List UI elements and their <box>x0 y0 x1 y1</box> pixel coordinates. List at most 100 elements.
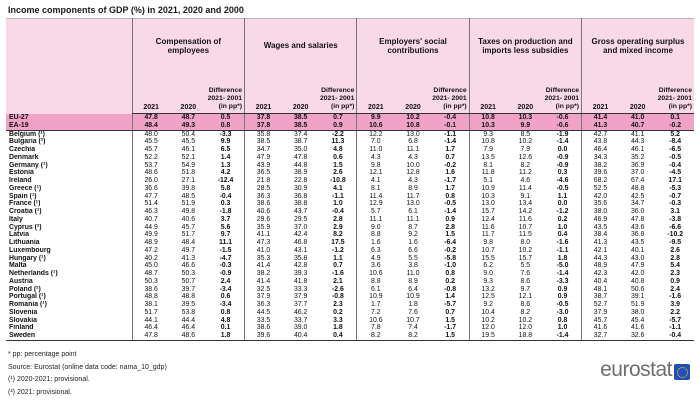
value-cell: 0.8 <box>445 270 455 277</box>
value-cell: 41.3 <box>581 121 619 131</box>
value-cell: 37.0 <box>630 169 645 177</box>
value-cell: -5.7 <box>669 316 682 324</box>
value-cell: 41.1 <box>244 231 282 239</box>
value-cell: -1.2 <box>556 208 569 215</box>
value-cell: 11.0 <box>406 270 420 277</box>
value-cell: 45.7 <box>581 316 619 325</box>
row-label: Poland (²) <box>9 285 41 293</box>
eurostat-logo-text: eurostat <box>600 358 672 381</box>
row-label: Greece (¹) <box>9 184 42 192</box>
value-cell: 4.8 <box>333 146 343 153</box>
value-cell: 10.3 <box>506 113 545 122</box>
value-cell: -0.9 <box>556 161 569 169</box>
value-cell: 0.6 <box>333 153 343 161</box>
value-cell: 9.2 <box>468 301 507 309</box>
value-cell: 15.5 <box>468 254 507 263</box>
value-cell: 0.8 <box>220 308 231 316</box>
value-cell: -1.4 <box>556 138 569 146</box>
value-cell: 68.2 <box>581 177 619 185</box>
value-cell: 37.8 <box>244 113 282 122</box>
value-cell: 4.6 <box>520 177 531 184</box>
value-cell: 1.5 <box>445 316 455 324</box>
value-cell: 2.3 <box>670 270 680 277</box>
value-cell: 46.6 <box>181 262 196 270</box>
value-cell: 36.8 <box>630 231 645 239</box>
value-cell: -1.7 <box>444 324 457 332</box>
value-cell: -0.9 <box>219 270 232 277</box>
value-cell: -0.5 <box>556 184 569 192</box>
value-cell: 38.6 <box>131 285 170 294</box>
value-cell: 2.3 <box>333 301 343 308</box>
table-row: Czechia 45.7 46.1 6.5 34.7 35.0 4.8 11.0 11.1 1.7… <box>6 146 694 154</box>
value-cell: 46.4 <box>581 146 619 154</box>
row-label: Romania (¹) <box>9 301 47 308</box>
value-cell: 51.4 <box>131 200 170 208</box>
value-cell: 35.8 <box>244 130 282 139</box>
value-cell: 42.7 <box>581 130 619 139</box>
value-cell: -5.3 <box>669 184 682 192</box>
value-cell: 40.7 <box>618 121 657 131</box>
value-cell: 4.3 <box>408 177 418 184</box>
value-cell: 12.1 <box>518 293 533 301</box>
value-cell: 9.8 <box>468 239 507 247</box>
value-cell: 15.7 <box>468 208 507 216</box>
value-cell: 44.3 <box>581 254 619 263</box>
value-cell: 38.5 <box>281 121 320 131</box>
value-cell: 52.5 <box>581 184 619 193</box>
value-cell: 4.3 <box>408 153 418 161</box>
row-label: Czechia <box>9 146 36 153</box>
table-row: EU-27 47.8 48.7 0.5 37.8 38.5 0.7 9.9 10.2 -0.4 10… <box>6 113 694 122</box>
value-cell: 47.3 <box>244 239 282 247</box>
value-cell: 11.2 <box>518 169 532 177</box>
year-header: 2020 <box>506 73 545 114</box>
value-cell: 43.8 <box>581 138 619 146</box>
value-cell: -0.5 <box>556 301 569 308</box>
page-title: Income components of GDP (%) in 2021, 20… <box>8 5 244 15</box>
table-row: Germany (¹) 53.7 54.9 1.3 43.9 44.8 1.5 9.8 10.0… <box>6 161 694 170</box>
value-cell: 1.5 <box>431 332 470 341</box>
value-cell: 50.3 <box>131 277 170 286</box>
value-cell: 10.6 <box>356 121 395 131</box>
value-cell: 39.3 <box>293 270 308 277</box>
value-cell: -0.5 <box>669 153 682 161</box>
row-label: Denmark <box>9 153 39 161</box>
value-cell: 1.1 <box>333 254 343 262</box>
value-cell: 10.2 <box>468 316 507 325</box>
row-label: France (¹) <box>9 200 41 208</box>
value-cell: 2.6 <box>333 169 343 177</box>
value-cell: 8.1 <box>356 184 395 193</box>
gdp-income-table-wrap: Compensation of employees Wages and salar… <box>6 18 694 341</box>
value-cell: 38.7 <box>293 138 308 146</box>
value-cell: -1.1 <box>556 246 569 254</box>
value-cell: 6.8 <box>408 138 418 146</box>
value-cell: 38.0 <box>630 308 645 316</box>
difference-header: Difference 2021- 2001 (in pp*) <box>207 73 245 114</box>
table-row: France (¹) 51.4 51.9 0.3 38.6 38.8 1.0 12.9 13.0… <box>6 200 694 208</box>
value-cell: 8.6 <box>520 301 531 308</box>
value-cell: 0.7 <box>333 262 343 270</box>
value-cell: 1.8 <box>333 324 343 332</box>
row-label: Germany (¹) <box>9 161 48 169</box>
value-cell: 35.3 <box>244 254 282 263</box>
value-cell: -1.1 <box>331 192 344 200</box>
value-cell: -1.5 <box>219 246 232 254</box>
value-cell: 9.9 <box>220 138 231 146</box>
value-cell: -0.2 <box>444 246 457 254</box>
value-cell: 0.0 <box>557 200 568 208</box>
row-label: Lithuania <box>9 239 40 246</box>
value-cell: 2.8 <box>445 223 455 231</box>
value-cell: 38.6 <box>244 324 282 332</box>
value-cell: 0.9 <box>319 121 357 131</box>
value-cell: 41.6 <box>630 324 645 332</box>
value-cell: 40.6 <box>181 215 196 223</box>
value-cell: 4.2 <box>220 169 231 177</box>
value-cell: 17.5 <box>331 239 345 246</box>
value-cell: 12.5 <box>468 293 507 301</box>
value-cell: 40.8 <box>630 277 645 285</box>
table-row: Netherlands (¹) 48.7 50.3 -0.9 38.2 39.3 -1.6 1… <box>6 270 694 278</box>
value-cell: 48.4 <box>131 121 170 131</box>
value-cell: 4.9 <box>356 254 395 263</box>
value-cell: 9.0 <box>356 223 395 232</box>
row-label: Estonia <box>9 169 34 177</box>
footnote-pp: * pp: percentage point <box>8 351 77 358</box>
